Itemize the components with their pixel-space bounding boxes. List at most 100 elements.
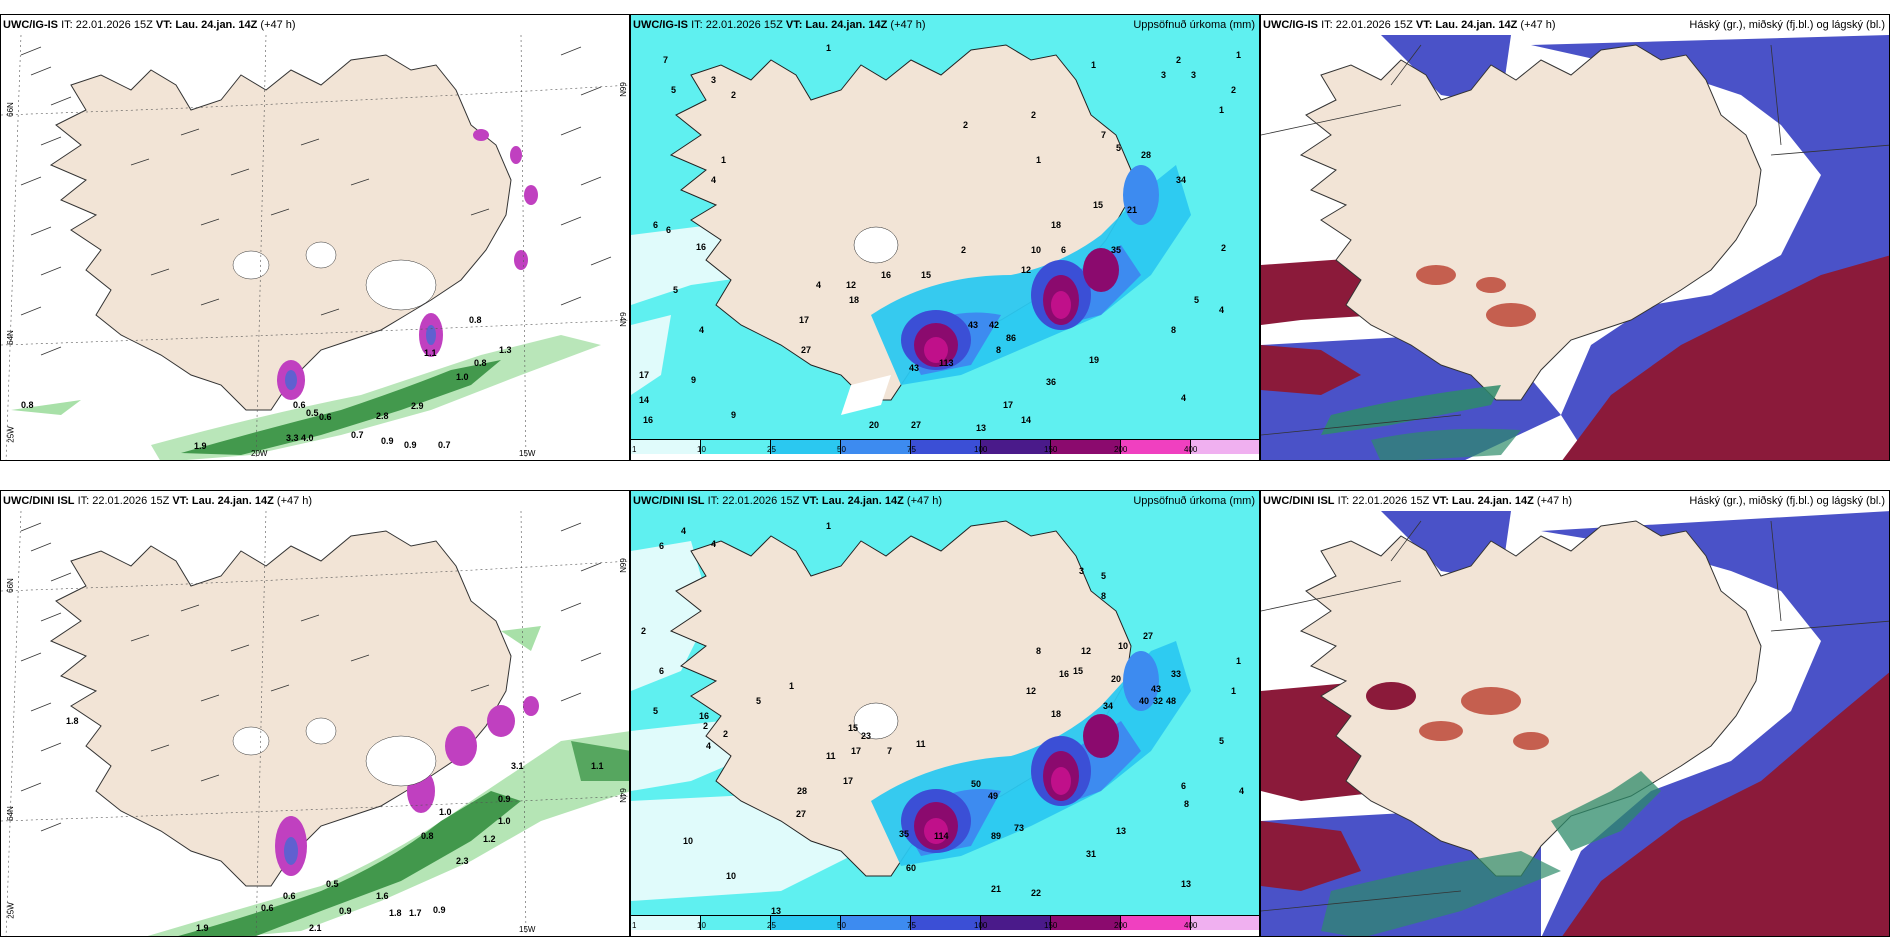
value-label: 16 — [643, 415, 653, 425]
colorbar-tick: 100 — [974, 445, 987, 454]
value-label: 0.6 — [319, 412, 332, 422]
value-label: 1.1 — [424, 348, 437, 358]
value-label: 16 — [881, 270, 891, 280]
value-label: 1 — [1219, 105, 1224, 115]
value-label: 27 — [1143, 631, 1153, 641]
value-label: 1.2 — [483, 834, 496, 844]
colorbar-box — [841, 440, 911, 454]
colorbar-box — [631, 440, 701, 454]
value-label: 2 — [641, 626, 646, 636]
axis-label: 64N — [618, 312, 627, 327]
value-label: 4 — [1239, 786, 1244, 796]
value-label: 49 — [988, 791, 998, 801]
axis-label: 66N — [618, 82, 627, 97]
value-label: 1.0 — [498, 816, 511, 826]
value-label: 27 — [801, 345, 811, 355]
value-label: 2 — [1031, 110, 1036, 120]
map-snowfall — [1, 491, 630, 937]
map-clouds — [1261, 15, 1890, 461]
value-label: 13 — [1116, 826, 1126, 836]
value-label: 8 — [1101, 591, 1106, 601]
value-label: 1 — [1036, 155, 1041, 165]
panel-title: Háský (gr.), miðský (fj.bl.) og lágský (… — [1689, 19, 1885, 31]
value-label: 5 — [671, 85, 676, 95]
value-label: 11 — [826, 751, 836, 761]
axis-label: 66N — [618, 558, 627, 573]
value-label: 8 — [996, 345, 1001, 355]
value-label: 114 — [934, 831, 949, 841]
value-label: 43 — [909, 363, 919, 373]
value-label: 18 — [849, 295, 859, 305]
value-label: 14 — [639, 395, 649, 405]
panel-header: UWC/IG-IS IT: 22.01.2026 15Z VT: Lau. 24… — [1263, 19, 1556, 31]
value-label: 48 — [1166, 696, 1176, 706]
value-label: 50 — [971, 779, 981, 789]
value-label: 17 — [843, 776, 853, 786]
value-label: 1.0 — [439, 807, 452, 817]
value-label: 0.7 — [438, 440, 451, 450]
value-label: 0.9 — [404, 440, 417, 450]
value-label: 0.7 — [351, 430, 364, 440]
value-label: 33 — [1171, 669, 1181, 679]
colorbar-box — [1121, 916, 1191, 930]
value-label: 4 — [711, 175, 716, 185]
value-label: 2 — [1221, 243, 1226, 253]
colorbar-tick: 200 — [1114, 445, 1127, 454]
value-label: 5 — [653, 706, 658, 716]
value-label: 3 — [711, 75, 716, 85]
panel-bottom-middle: UWC/DINI ISL IT: 22.01.2026 15Z VT: Lau.… — [630, 490, 1260, 937]
value-label: 2 — [723, 729, 728, 739]
value-label: 34 — [1103, 701, 1113, 711]
value-label: 5 — [673, 285, 678, 295]
value-label: 14 — [1021, 415, 1031, 425]
value-label: 16 — [699, 711, 709, 721]
value-label: 28 — [797, 786, 807, 796]
colorbar-box — [631, 916, 701, 930]
value-label: 10 — [683, 836, 693, 846]
value-label: 7 — [887, 746, 892, 756]
colorbar-box — [771, 440, 841, 454]
value-label: 7 — [663, 55, 668, 65]
value-label: 2.3 — [456, 856, 469, 866]
value-label: 15 — [1073, 666, 1083, 676]
value-label: 16 — [1059, 669, 1069, 679]
value-label: 8 — [1184, 799, 1189, 809]
value-label: 6 — [659, 541, 664, 551]
axis-label: 64N — [6, 806, 15, 821]
value-label: 12 — [846, 280, 856, 290]
value-label: 19 — [1089, 355, 1099, 365]
value-label: 4 — [699, 325, 704, 335]
colorbar — [631, 439, 1260, 460]
colorbar-box — [1191, 916, 1260, 930]
map-clouds — [1261, 491, 1890, 937]
panel-title: Uppsöfnuð úrkoma (mm) — [1133, 19, 1255, 31]
value-label: 2 — [961, 245, 966, 255]
value-label: 4 — [1219, 305, 1224, 315]
value-label: 15 — [921, 270, 931, 280]
colorbar-box — [911, 440, 981, 454]
value-label: 17 — [639, 370, 649, 380]
value-label: 0.5 — [306, 408, 319, 418]
colorbar-box — [701, 440, 771, 454]
value-label: 17 — [851, 746, 861, 756]
value-label: 0.8 — [21, 400, 34, 410]
value-label: 89 — [991, 831, 1001, 841]
value-label: 43 — [968, 320, 978, 330]
value-label: 2 — [963, 120, 968, 130]
value-label: 1.8 — [66, 716, 79, 726]
value-label: 6 — [659, 666, 664, 676]
value-label: 3 — [1161, 70, 1166, 80]
value-label: 21 — [1127, 205, 1137, 215]
value-label: 20 — [869, 420, 879, 430]
value-label: 1 — [826, 43, 831, 53]
value-label: 5 — [756, 696, 761, 706]
colorbar-tick: 10 — [697, 445, 706, 454]
value-label: 1.3 — [499, 345, 512, 355]
value-label: 18 — [1051, 709, 1061, 719]
value-label: 3 — [1079, 566, 1084, 576]
colorbar-tick: 150 — [1044, 921, 1057, 930]
panel-header: UWC/IG-IS IT: 22.01.2026 15Z VT: Lau. 24… — [633, 19, 926, 31]
value-label: 3.3 — [286, 433, 299, 443]
value-label: 0.6 — [293, 400, 306, 410]
value-label: 2 — [1176, 55, 1181, 65]
